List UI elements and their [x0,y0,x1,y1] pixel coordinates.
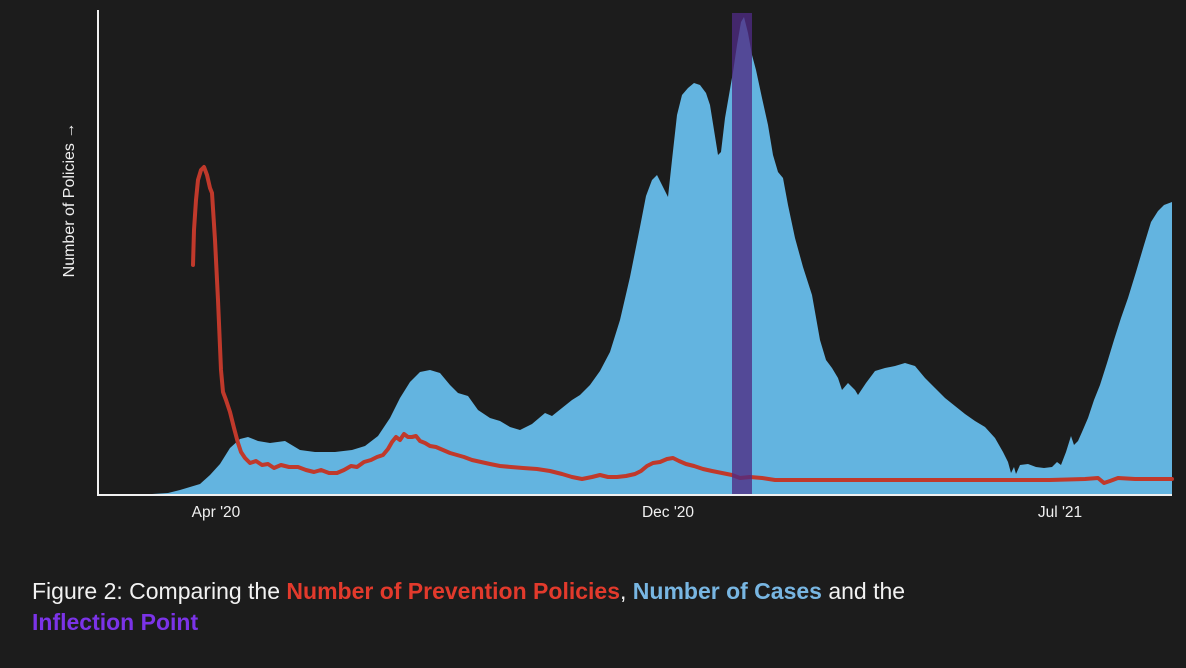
figure-caption: Figure 2: Comparing the Number of Preven… [32,576,1162,638]
caption-inflection-label: Inflection Point [32,609,199,635]
caption-middle: and the [821,578,906,604]
x-tick-label: Jul '21 [1038,504,1082,521]
caption-prefix: Figure 2: Comparing the [32,578,287,604]
y-axis-line [97,10,99,496]
caption-cases-label: Number of Cases [632,578,822,604]
caption-policies-label: Number of Prevention Policies [286,578,620,604]
x-tick-label: Apr '20 [192,504,241,521]
caption-comma: , [620,578,633,604]
x-tick-label: Dec '20 [642,504,694,521]
x-axis-line [97,494,1172,496]
cases-area [152,17,1172,494]
chart-svg: Apr '20 Dec '20 Jul '21 [97,10,1174,521]
inflection-band [732,13,752,494]
